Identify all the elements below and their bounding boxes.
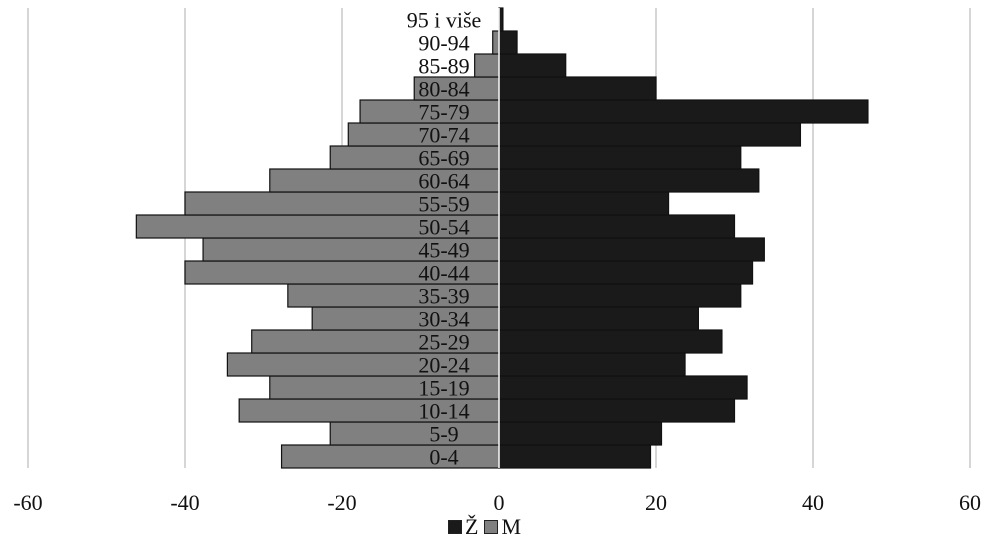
legend-item-female: Ž <box>448 514 478 540</box>
category-label: 75-79 <box>418 100 469 125</box>
bar-male-65-69 <box>329 145 500 170</box>
x-tick-label: -40 <box>170 490 199 515</box>
bar-female-45-49 <box>498 237 765 262</box>
category-label: 50-54 <box>418 215 469 240</box>
bar-female-60-64 <box>498 168 760 193</box>
bar-female-65-69 <box>498 145 742 170</box>
bar-male-5-9 <box>329 421 500 446</box>
bar-female-30-34 <box>498 306 699 331</box>
category-label: 55-59 <box>418 192 469 217</box>
bar-female-55-59 <box>498 191 670 216</box>
x-tick-label: -60 <box>13 490 42 515</box>
category-labels: 0-45-910-1415-1920-2425-2930-3435-3940-4… <box>407 8 482 470</box>
bar-female-75-79 <box>498 99 869 124</box>
bar-male-85-89 <box>474 53 500 78</box>
x-tick-label: -20 <box>327 490 356 515</box>
category-label: 45-49 <box>418 238 469 263</box>
category-label: 90-94 <box>418 31 469 56</box>
category-label: 25-29 <box>418 330 469 355</box>
category-label: 15-19 <box>418 376 469 401</box>
bar-female-85-89 <box>498 53 567 78</box>
legend-label-female: Ž <box>465 514 479 539</box>
category-label: 95 i više <box>407 8 482 33</box>
bar-female-90-94 <box>498 30 518 55</box>
bar-female-35-39 <box>498 283 742 308</box>
bar-female-70-74 <box>498 122 802 147</box>
bar-male-30-34 <box>311 306 500 331</box>
category-label: 60-64 <box>418 169 469 194</box>
x-tick-label: 0 <box>494 490 505 515</box>
x-axis-ticks: -60 -40 -20 0 20 40 60 <box>13 490 981 515</box>
bar-female-80-84 <box>498 76 657 101</box>
bar-female-20-24 <box>498 352 686 377</box>
legend-item-male: M <box>484 514 521 540</box>
category-label: 80-84 <box>418 77 469 102</box>
legend: Ž M <box>448 514 521 540</box>
legend-label-male: M <box>501 514 522 539</box>
category-label: 30-34 <box>418 307 469 332</box>
category-label: 0-4 <box>429 445 458 470</box>
bar-female-15-19 <box>498 375 748 400</box>
bar-female-25-29 <box>498 329 723 354</box>
bars <box>135 7 869 469</box>
legend-swatch-female <box>448 520 462 534</box>
category-label: 70-74 <box>418 123 469 148</box>
category-label: 35-39 <box>418 284 469 309</box>
category-label: 40-44 <box>418 261 469 286</box>
bar-female-5-9 <box>498 421 663 446</box>
x-tick-label: 60 <box>959 490 981 515</box>
x-tick-label: 40 <box>802 490 824 515</box>
bar-female-40-44 <box>498 260 754 285</box>
x-tick-label: 20 <box>645 490 667 515</box>
bar-male-0-4 <box>280 444 500 469</box>
legend-swatch-male <box>484 520 499 534</box>
bar-female-0-4 <box>498 444 652 469</box>
category-label: 20-24 <box>418 353 469 378</box>
category-label: 65-69 <box>418 146 469 171</box>
category-label: 85-89 <box>418 54 469 79</box>
bar-male-90-94 <box>492 30 500 55</box>
category-label: 5-9 <box>429 422 458 447</box>
bar-female-50-54 <box>498 214 736 239</box>
category-label: 10-14 <box>418 399 469 424</box>
bar-female-10-14 <box>498 398 736 423</box>
